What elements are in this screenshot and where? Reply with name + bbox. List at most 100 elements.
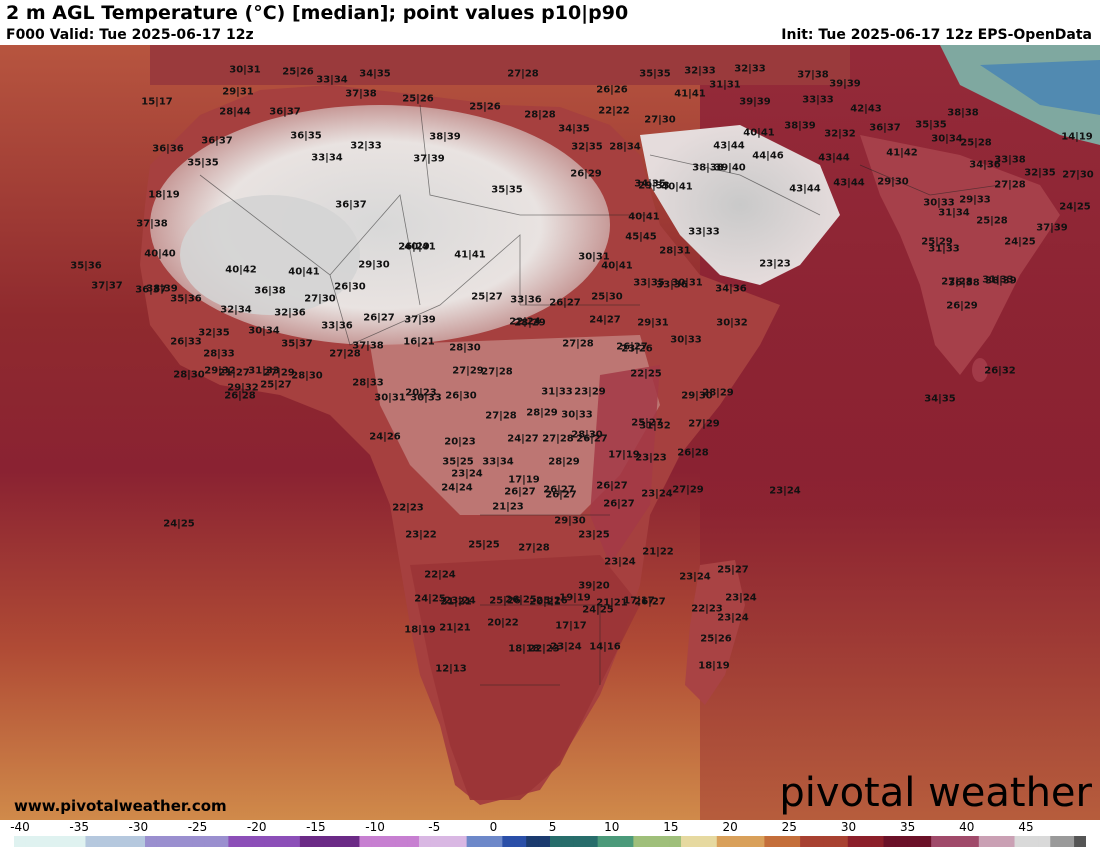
- colorbar-swatch: [681, 836, 694, 847]
- colorbar-swatch: [180, 836, 194, 847]
- colorbar-tick-label: 35: [900, 820, 916, 834]
- colorbar-swatch: [97, 836, 110, 847]
- colorbar-swatch: [931, 836, 944, 847]
- colorbar-swatch: [299, 836, 313, 847]
- colorbar-swatch: [526, 836, 539, 847]
- colorbar-tick-label: -35: [69, 820, 89, 834]
- colorbar-swatch: [276, 836, 289, 847]
- colorbar-swatch: [192, 836, 206, 847]
- colorbar-tick-label: 0: [489, 820, 498, 834]
- colorbar-swatch: [657, 836, 670, 847]
- colorbar-swatch: [145, 836, 158, 847]
- colorbar-swatch: [573, 836, 587, 847]
- colorbar-swatch: [740, 836, 754, 847]
- colorbar-swatch: [800, 836, 813, 847]
- colorbar-swatch: [752, 836, 765, 847]
- colorbar-swatch: [919, 836, 932, 847]
- colorbar-swatch: [990, 836, 1004, 847]
- colorbar-swatch: [490, 836, 503, 847]
- colorbar-swatch: [978, 836, 992, 847]
- colorbar-swatch: [156, 836, 170, 847]
- colorbar-swatch: [823, 836, 837, 847]
- colorbar-swatch: [311, 836, 325, 847]
- colorbar-swatch: [954, 836, 968, 847]
- colorbar-swatch: [538, 836, 551, 847]
- colorbar-swatch: [216, 836, 229, 847]
- colorbar-swatch: [73, 836, 87, 847]
- colorbar-swatch: [835, 836, 849, 847]
- colorbar-swatch: [61, 836, 75, 847]
- colorbar-swatch: [287, 836, 301, 847]
- colorbar-swatch: [585, 836, 599, 847]
- colorbar-swatch: [359, 836, 372, 847]
- colorbar-swatch: [478, 836, 492, 847]
- colorbar-tick-label: -30: [128, 820, 149, 834]
- colorbar-swatch: [895, 836, 908, 847]
- sri-lanka: [972, 358, 988, 382]
- colorbar-tick-label: -5: [428, 820, 441, 834]
- colorbar-swatch: [704, 836, 718, 847]
- colorbar-tick-label: 15: [663, 820, 679, 834]
- colorbar-swatch: [395, 836, 408, 847]
- colorbar-swatch: [812, 836, 825, 847]
- colorbar-swatch: [85, 836, 98, 847]
- colorbar-swatch: [347, 836, 361, 847]
- mediterranean: [150, 45, 850, 85]
- country-borders: [199, 104, 1001, 686]
- colorbar-swatch: [943, 836, 956, 847]
- colorbar-ticks: -40 -35 -30 -25 -20 -15 -10 -5 0 5 10 15 20 25 30 35 40 4…: [0, 820, 1100, 835]
- colorbar-swatch: [454, 836, 468, 847]
- colorbar-swatch: [371, 836, 384, 847]
- colorbar-swatch: [109, 836, 122, 847]
- colorbar-swatch: [228, 836, 241, 847]
- colorbar-swatch: [14, 836, 27, 847]
- india-landmass: [860, 135, 1060, 375]
- colorbar-swatch: [907, 836, 920, 847]
- colorbar-tick-label: -10: [365, 820, 385, 834]
- colorbar-swatch: [383, 836, 396, 847]
- colorbar-swatch: [633, 836, 646, 847]
- colorbar-swatch: [121, 836, 134, 847]
- colorbar-tick-label: 45: [1018, 820, 1034, 834]
- colorbar-tick-label: 5: [548, 820, 557, 834]
- colorbar-swatch: [466, 836, 480, 847]
- colorbar-tick-label: -15: [306, 820, 326, 834]
- colorbar-swatch: [430, 836, 444, 847]
- arabian-peninsula: [640, 125, 840, 285]
- colorbar-swatch: [37, 836, 51, 847]
- temperature-map[interactable]: 30|31 25|26 33|34 34|35 37|38 25|26 27|28 35|35…: [0, 45, 1100, 820]
- colorbar-swatch: [669, 836, 682, 847]
- colorbar-swatch: [859, 836, 873, 847]
- colorbar-tick-label: 20: [722, 820, 738, 834]
- colorbar-swatch: [418, 836, 432, 847]
- map-canvas: [0, 45, 1100, 820]
- colorbar-swatch: [764, 836, 777, 847]
- colorbar-tick-label: -40: [10, 820, 30, 834]
- colorbar-swatch: [1050, 836, 1063, 847]
- colorbar-swatch: [335, 836, 349, 847]
- colorbar-swatch: [1014, 836, 1028, 847]
- colorbar-swatch: [1038, 836, 1051, 847]
- central-africa-zone: [370, 335, 660, 515]
- colorbar-swatch: [240, 836, 253, 847]
- colorbar-swatch: [252, 836, 265, 847]
- colorbar: -40 -35 -30 -25 -20 -15 -10 -5 0 5 10 15 20 25 30 35 40 4…: [0, 820, 1100, 850]
- colorbar-strip: [14, 836, 1086, 847]
- colorbar-swatch: [609, 836, 623, 847]
- colorbar-swatch: [966, 836, 980, 847]
- sahara-core: [180, 195, 360, 315]
- site-url: www.pivotalweather.com: [14, 797, 227, 815]
- header: 2 m AGL Temperature (°C) [median]; point…: [0, 0, 1100, 45]
- colorbar-swatch: [323, 836, 337, 847]
- colorbar-swatch: [728, 836, 742, 847]
- colorbar-swatch: [25, 836, 39, 847]
- colorbar-swatch: [1074, 836, 1086, 847]
- colorbar-swatch: [561, 836, 575, 847]
- colorbar-swatch: [597, 836, 611, 847]
- colorbar-swatch: [133, 836, 146, 847]
- colorbar-swatch: [442, 836, 456, 847]
- colorbar-swatch: [788, 836, 801, 847]
- colorbar-swatch: [776, 836, 789, 847]
- tibet-cold-zone: [980, 60, 1100, 115]
- colorbar-swatch: [407, 836, 420, 847]
